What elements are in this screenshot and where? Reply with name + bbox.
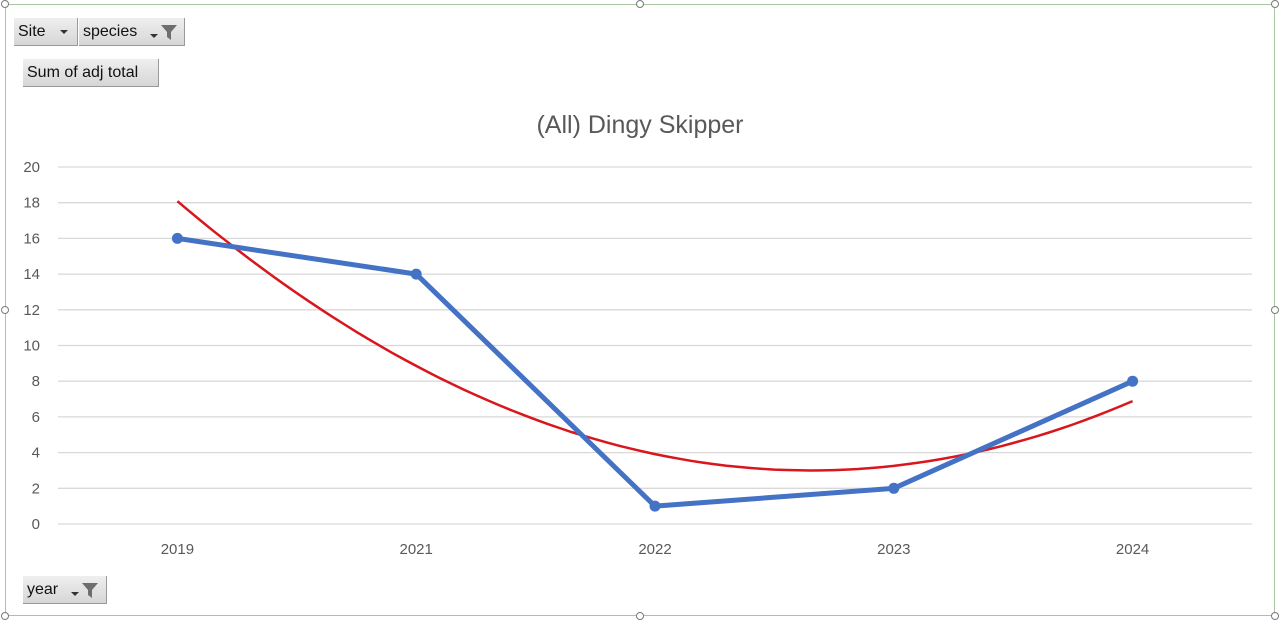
species-filter-label: species <box>83 22 138 40</box>
y-tick-label: 6 <box>32 409 40 426</box>
funnel-icon <box>161 24 178 40</box>
year-filter-button[interactable]: year <box>23 576 107 604</box>
data-point[interactable] <box>171 232 183 244</box>
x-tick-label: 2022 <box>638 541 671 558</box>
resize-handle-middle-left[interactable] <box>1 306 9 314</box>
chevron-down-icon <box>71 592 80 596</box>
data-point[interactable] <box>649 500 661 512</box>
chevron-down-icon <box>150 34 159 38</box>
species-filter-button[interactable]: species <box>79 18 185 46</box>
y-axis-ticks: 0 2 4 6 8 10 12 14 16 18 20 <box>23 159 40 533</box>
y-tick-label: 18 <box>23 195 40 212</box>
gridlines <box>58 166 1252 525</box>
resize-handle-bottom-center[interactable] <box>636 612 644 620</box>
resize-handle-bottom-right[interactable] <box>1271 612 1279 620</box>
data-points <box>171 232 1139 512</box>
resize-handle-top-left[interactable] <box>1 0 9 8</box>
x-tick-label: 2021 <box>400 541 433 558</box>
funnel-icon <box>82 582 99 598</box>
x-tick-label: 2023 <box>877 541 910 558</box>
year-filter-label: year <box>27 580 59 598</box>
resize-handle-middle-right[interactable] <box>1271 306 1279 314</box>
site-filter-button[interactable]: Site <box>14 18 78 46</box>
y-tick-label: 4 <box>32 445 40 462</box>
x-axis-ticks: 2019 2021 2022 2023 2024 <box>161 541 1150 558</box>
y-tick-label: 10 <box>23 338 40 355</box>
x-tick-label: 2024 <box>1116 541 1149 558</box>
resize-handle-top-center[interactable] <box>636 0 644 8</box>
series-line[interactable] <box>177 235 1134 509</box>
chevron-down-icon <box>59 29 68 34</box>
data-point[interactable] <box>888 482 900 494</box>
resize-handle-bottom-left[interactable] <box>1 612 9 620</box>
y-tick-label: 16 <box>23 230 40 247</box>
chart-title[interactable]: (All) Dingy Skipper <box>536 111 743 139</box>
y-tick-label: 20 <box>23 159 40 176</box>
y-tick-label: 0 <box>32 516 40 533</box>
site-filter-label: Site <box>18 22 46 40</box>
value-field-label: Sum of adj total <box>27 63 139 81</box>
x-tick-label: 2019 <box>161 541 194 558</box>
y-tick-label: 2 <box>32 480 40 497</box>
value-field-button[interactable]: Sum of adj total <box>23 59 159 87</box>
resize-handle-top-right[interactable] <box>1271 0 1279 8</box>
data-point[interactable] <box>1127 375 1139 387</box>
y-tick-label: 8 <box>32 373 40 390</box>
trendline[interactable] <box>176 200 1134 472</box>
y-tick-label: 14 <box>23 266 40 283</box>
data-point[interactable] <box>410 268 422 280</box>
y-tick-label: 12 <box>23 302 40 319</box>
